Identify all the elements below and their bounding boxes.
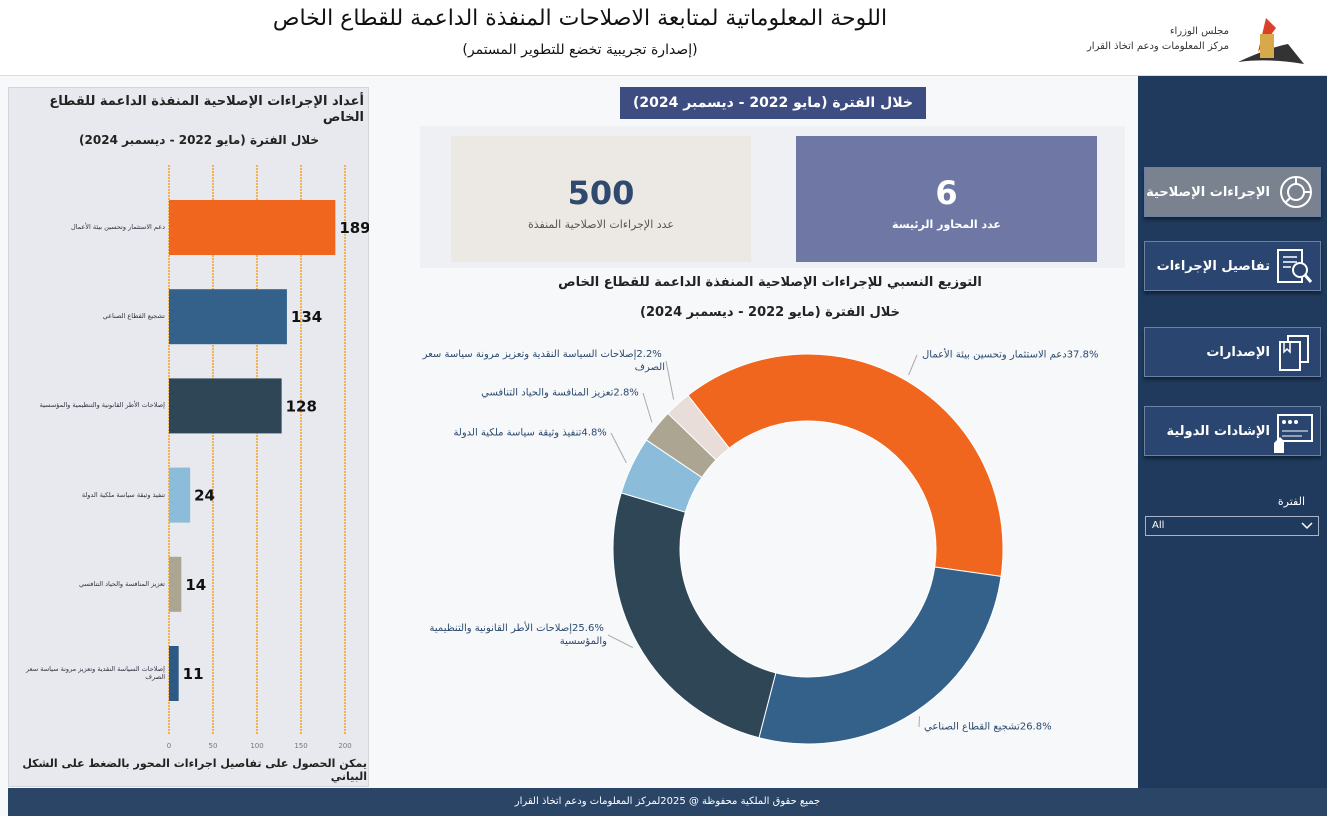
slice-category-label: إصلاحات السياسة النقدية وتعزيز مرونة سيا… (422, 349, 665, 373)
bar-value-label: 134 (291, 308, 322, 326)
x-tick-label: 150 (294, 742, 307, 750)
slice-label: 2.2% إصلاحات السياسة النقدية وتعزيز مرون… (395, 348, 665, 374)
period-banner: خلال الفترة (مايو 2022 - ديسمبر 2024) (620, 87, 926, 119)
bar-category-label: تعزيز المنافسة والحياد التنافسي (79, 579, 165, 588)
org-name: مجلس الوزراء مركز المعلومات ودعم اتخاذ ال… (1087, 24, 1229, 54)
x-tick-label: 100 (250, 742, 263, 750)
x-tick-label: 200 (338, 742, 351, 750)
bar-value-label: 189 (339, 219, 369, 237)
leader-line (908, 354, 918, 376)
kpi-axes-label: عدد المحاور الرئيسة (892, 218, 1001, 231)
nav-label: الإجراءات الإصلاحية (1146, 184, 1270, 200)
rating-board-icon (1274, 414, 1313, 453)
bar-category-label: إصلاحات السياسة النقدية وتعزيز مرونة سيا… (26, 665, 165, 681)
slice-label: 25.6% إصلاحات الأطر القانونية والتنظيمية… (382, 622, 607, 648)
bar-chart-hint: يمكن الحصول على تفاصيل اجراءات المحور با… (22, 757, 367, 783)
donut-period: خلال الفترة (مايو 2022 - ديسمبر 2024) (640, 305, 900, 320)
slice-category-label: تعزيز المنافسة والحياد التنافسي (481, 387, 614, 399)
slice-value-label: 25.6% (572, 623, 607, 634)
donut-slice[interactable] (758, 566, 1002, 745)
bar[interactable] (169, 467, 191, 523)
donut-slice[interactable] (612, 492, 777, 739)
bar-category-label: تشجيع القطاع الصناعي (102, 312, 165, 321)
kpi-total-value: 500 (567, 174, 635, 212)
period-filter-label: الفترة (1277, 495, 1305, 508)
bar-category-label: تنفيذ وثيقة سياسة ملكية الدولة (81, 490, 165, 499)
slice-value-label: 37.8% (1066, 349, 1102, 361)
slice-label: 2.8% تعزيز المنافسة والحياد التنافسي (481, 387, 642, 400)
period-filter-dropdown[interactable]: All (1145, 516, 1319, 536)
bar[interactable] (169, 556, 182, 612)
slice-label: 26.8% تشجيع القطاع الصناعي (924, 721, 1055, 734)
bar-chart[interactable]: 0 50 100 150 200 189 134 128 24 14 11 (8, 160, 369, 755)
page-subtitle: (إصدارة تجريبية تخضع للتطوير المستمر) (462, 42, 698, 58)
bar-value-label: 24 (194, 487, 215, 505)
bar[interactable] (169, 289, 287, 345)
kpi-total-card: 500 عدد الإجراءات الاصلاحية المنفذة (451, 136, 751, 262)
bar-category-label: دعم الاستثمار وتحسين بيئة الأعمال (70, 223, 165, 231)
footer: جميع حقوق الملكية محفوظة @ 2025لمركز الم… (8, 788, 1327, 816)
period-filter-value: All (1152, 520, 1165, 531)
slice-value-label: 2.2% (636, 349, 665, 360)
bar[interactable] (169, 200, 336, 255)
nav-label: الإشادات الدولية (1166, 423, 1270, 439)
nav-procedure-details[interactable]: تفاصيل الإجراءات (1144, 241, 1321, 291)
page-title: اللوحة المعلوماتية لمتابعة الاصلاحات الم… (272, 6, 888, 31)
donut-title: التوزيع النسبي للإجراءات الإصلاحية المنف… (558, 275, 982, 290)
nav-label: الإصدارات (1206, 344, 1270, 360)
bar-value-label: 14 (185, 576, 206, 594)
header (0, 0, 1327, 76)
donut-slice[interactable] (687, 353, 1004, 577)
bar-value-label: 11 (183, 665, 204, 683)
slice-value-label: 4.8% (581, 427, 610, 439)
slice-value-label: 2.8% (613, 387, 642, 399)
bar[interactable] (169, 646, 179, 701)
bar-chart-period: خلال الفترة (مايو 2022 - ديسمبر 2024) (79, 133, 319, 147)
leader-line (665, 360, 675, 400)
kpi-axes-card: 6 عدد المحاور الرئيسة (796, 136, 1097, 262)
nav-label: تفاصيل الإجراءات (1156, 258, 1270, 274)
slice-category-label: تشجيع القطاع الصناعي (924, 721, 1020, 733)
x-tick-label: 0 (167, 742, 171, 750)
kpi-axes-value: 6 (935, 174, 958, 212)
donut-chart[interactable] (370, 330, 1137, 780)
nav-publications[interactable]: الإصدارات (1144, 327, 1321, 377)
documents-icon (1279, 335, 1309, 371)
chevron-down-icon (1301, 522, 1313, 530)
leader-line (642, 392, 653, 423)
slice-category-label: دعم الاستثمار وتحسين بيئة الأعمال (922, 349, 1067, 361)
nav-international-praise[interactable]: الإشادات الدولية (1144, 406, 1321, 456)
slice-label: 4.8% تنفيذ وثيقة سياسة ملكية الدولة (453, 427, 610, 440)
leader-line (610, 432, 627, 464)
leader-line (607, 634, 634, 648)
x-tick-label: 50 (209, 742, 218, 750)
org-line2: مركز المعلومات ودعم اتخاذ القرار (1086, 41, 1229, 52)
donut-chart-icon (1280, 176, 1312, 208)
bar-value-label: 128 (286, 397, 317, 415)
bar-category-label: إصلاحات الأطر القانونية والتنظيمية والمؤ… (39, 401, 165, 410)
slice-value-label: 26.8% (1019, 721, 1055, 733)
bar[interactable] (169, 378, 282, 434)
org-line1: مجلس الوزراء (1169, 26, 1229, 37)
slice-label: 37.8% دعم الاستثمار وتحسين بيئة الأعمال (922, 349, 1102, 362)
bar-chart-title: أعداد الإجراءات الإصلاحية المنفذة الداعم… (49, 94, 364, 125)
slice-category-label: تنفيذ وثيقة سياسة ملكية الدولة (453, 427, 582, 439)
nav-reform-procedures[interactable]: الإجراءات الإصلاحية (1144, 167, 1321, 217)
kpi-total-label: عدد الإجراءات الاصلاحية المنفذة (527, 218, 674, 231)
donut-slice[interactable] (667, 394, 730, 461)
slice-category-label: إصلاحات الأطر القانونية والتنظيمية والمؤ… (429, 623, 607, 647)
document-search-icon (1277, 249, 1313, 283)
idsc-logo-icon (1238, 18, 1304, 64)
